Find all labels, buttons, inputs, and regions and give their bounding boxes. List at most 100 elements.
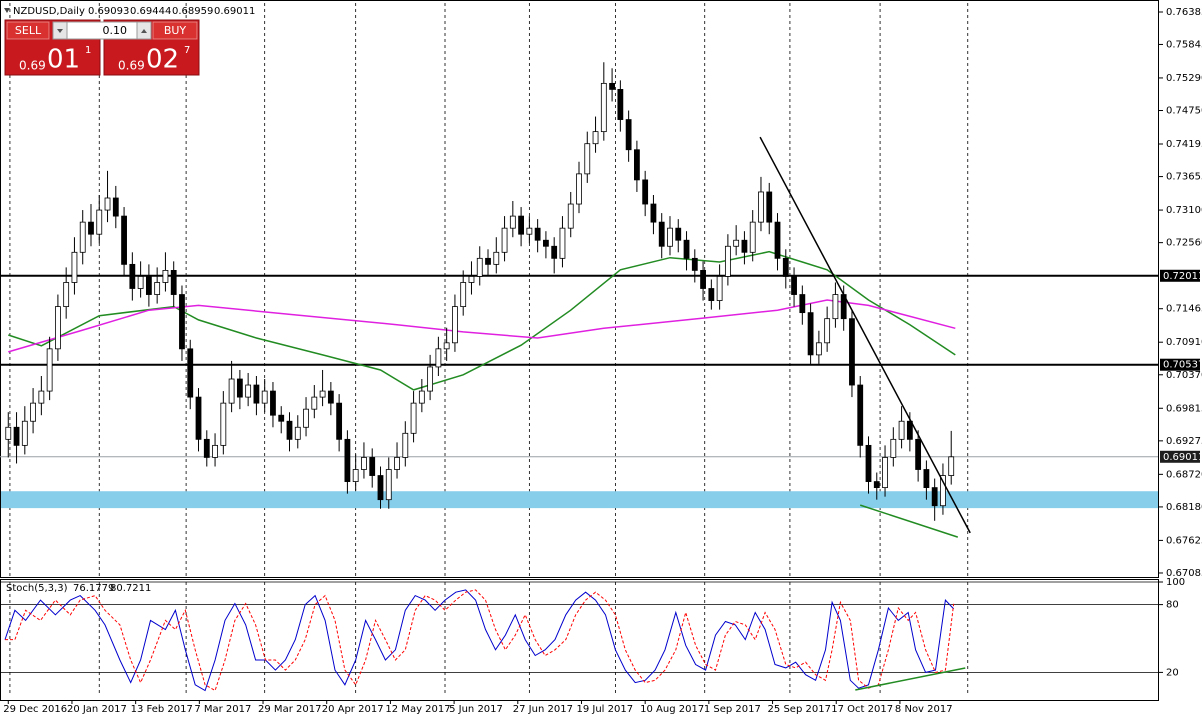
sell-label[interactable]: SELL [15, 24, 42, 37]
lot-value: 0.10 [103, 24, 128, 37]
candle-body [410, 402, 417, 434]
moving-average [8, 299, 956, 353]
candle-body [758, 191, 764, 223]
candle-body [336, 402, 343, 440]
candle-body [774, 221, 781, 259]
candle-body [940, 475, 946, 507]
candle-body [369, 457, 376, 476]
y-tick-label: 0.74195 [1166, 139, 1202, 150]
x-tick-label: 5 Jun 2017 [449, 704, 503, 715]
candle-body [121, 215, 127, 265]
candle-body [650, 203, 657, 223]
price-label: 0.69011 [1163, 452, 1202, 463]
candle-body [890, 438, 897, 458]
candle-body [187, 348, 194, 398]
bid-main: 01 [47, 45, 80, 75]
candle-body [733, 239, 740, 247]
trade-panel: SELL 0.10 BUY 0.69 01 1 0.69 02 7 [4, 19, 200, 76]
candle-body [741, 239, 748, 253]
candle-body [303, 408, 309, 428]
stoch-title: Stoch(5,3,3) [6, 583, 68, 594]
x-tick-label: 10 Aug 2017 [640, 704, 704, 715]
candle-body [931, 487, 938, 507]
stoch-header: Stoch(5,3,3) 76.1779 80.7211 [6, 583, 151, 594]
candle-body [195, 396, 202, 440]
price-label: 0.70537 [1163, 360, 1202, 371]
candle-body [824, 318, 831, 344]
x-tick-label: 20 Apr 2017 [322, 704, 384, 715]
candle-body [667, 227, 673, 247]
candle-body [857, 384, 864, 446]
candle-body [212, 444, 218, 458]
candle-body [203, 438, 210, 458]
candle-body [145, 276, 152, 295]
candle-body [30, 402, 36, 422]
candle-body [170, 270, 177, 295]
candle-body [915, 438, 922, 470]
price-label-box [1160, 450, 1200, 463]
candle-body [948, 456, 955, 476]
bid-big: 0.69 [19, 59, 46, 73]
y-tick-label: 0.73655 [1166, 172, 1202, 183]
x-tick-label: 29 Dec 2016 [3, 704, 67, 715]
price-label: 0.72011 [1163, 271, 1202, 282]
y-tick-label: 100 [1166, 577, 1185, 588]
y-tick-label: 0.69275 [1166, 436, 1202, 447]
candle-body [460, 282, 467, 308]
y-tick-label: 80 [1166, 600, 1179, 611]
candle-body [691, 257, 698, 271]
candle-body [567, 203, 574, 229]
stoch-d: 80.7211 [110, 583, 151, 594]
sell-button[interactable] [6, 21, 50, 40]
candle-body [592, 131, 599, 145]
candle-body [683, 239, 690, 259]
candle-body [112, 197, 119, 217]
candle-body [799, 294, 806, 314]
candle-body [882, 457, 888, 489]
open-price: 0.69093 [88, 6, 129, 17]
candle-body [600, 82, 607, 133]
x-tick-label: 8 Nov 2017 [895, 704, 953, 715]
support-zone [1, 491, 1158, 509]
y-tick-label: 0.67085 [1166, 568, 1202, 579]
x-tick-label: 25 Sep 2017 [768, 704, 831, 715]
candle-body [617, 88, 624, 120]
ask-big: 0.69 [118, 59, 145, 73]
stoch-line [5, 589, 955, 692]
candle-body [906, 420, 913, 440]
candle-body [71, 251, 78, 283]
ask-small: 7 [184, 45, 190, 56]
candle-body [137, 276, 144, 289]
candle-body [832, 294, 839, 320]
close-price: 0.69011 [214, 6, 255, 17]
candle-body [294, 426, 301, 440]
candle-body [700, 270, 706, 289]
candle-body [377, 475, 384, 501]
candle-body [526, 227, 533, 235]
candle-body [501, 227, 508, 253]
candle-body [162, 270, 169, 283]
candle-body [270, 390, 276, 416]
stoch-line [4, 589, 955, 692]
x-tick-label: 7 Mar 2017 [194, 704, 251, 715]
candle-body [452, 306, 458, 344]
candle-body [625, 119, 632, 151]
candle-body [286, 420, 293, 440]
candle-body [245, 384, 252, 398]
main-frame [0, 0, 1159, 578]
x-tick-label: 29 Mar 2017 [258, 704, 321, 715]
candle-body [402, 432, 409, 458]
buy-label[interactable]: BUY [164, 24, 187, 37]
stoch-frame [0, 579, 1159, 701]
candle-body [815, 342, 822, 356]
symbol: NZDUSD,Daily [13, 6, 85, 17]
candle-body [708, 288, 715, 301]
candle-body [873, 481, 880, 489]
buy-button[interactable] [152, 21, 198, 40]
